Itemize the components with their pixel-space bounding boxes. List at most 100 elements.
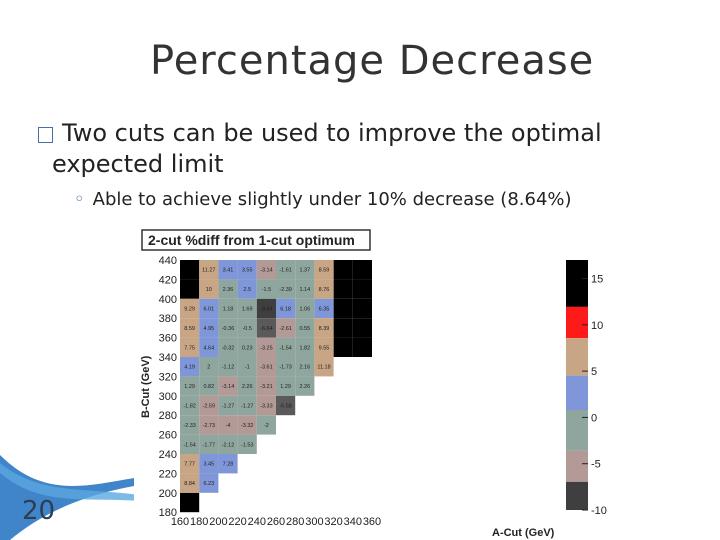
bullet-1-line-1: Two cuts can be used to improve the opti…	[62, 119, 602, 147]
heatmap-cell-label: 1.29	[184, 384, 195, 390]
bullet-1-line-2: expected limit	[52, 150, 224, 178]
y-tick-label: 200	[159, 488, 177, 500]
x-tick-label: 360	[363, 516, 381, 528]
heatmap-cell-label: 3.45	[203, 462, 214, 468]
heatmap-cell	[295, 260, 315, 280]
heatmap-cell	[199, 454, 219, 474]
heatmap-cell-saturated	[333, 298, 353, 319]
heatmap-cell	[256, 415, 276, 435]
heatmap-cell-label: -2	[264, 423, 269, 429]
heatmap-cell-label: -1.61	[279, 268, 292, 274]
heatmap-cell-label: -2.39	[279, 287, 292, 293]
heatmap-cell	[218, 279, 238, 299]
heatmap-cell	[218, 298, 238, 319]
heatmap-cell-label: 0.23	[242, 345, 253, 351]
heatmap-cell	[314, 337, 334, 357]
heatmap-colorbar: 15 10 5 0 -5 -10	[566, 260, 607, 517]
heatmap-cell-label: 1.69	[242, 307, 253, 313]
heatmap-cell-label: -1.54	[279, 345, 292, 351]
heatmap-cell-label: 2.26	[299, 384, 310, 390]
colorbar-band	[566, 375, 588, 410]
slide-number: 20	[22, 496, 56, 526]
heatmap-cell	[180, 454, 200, 474]
x-axis-label: A-Cut (GeV)	[492, 527, 555, 539]
x-tick-label: 200	[209, 516, 227, 528]
heatmap-cell-label: -1.77	[203, 442, 216, 448]
y-tick-label: 180	[159, 507, 177, 519]
heatmap-cell	[237, 376, 257, 396]
colorbar-band	[566, 338, 588, 376]
heatmap-cell	[199, 415, 219, 435]
y-tick-label: 440	[159, 255, 177, 267]
heatmap-cell-label: -3.14	[222, 384, 235, 390]
heatmap-cell-label: 10	[206, 287, 212, 293]
heatmap-cell-label: -8.64	[260, 307, 273, 313]
heatmap-cell	[218, 318, 238, 338]
heatmap-cell	[180, 395, 200, 416]
y-tick-label: 360	[159, 333, 177, 345]
y-axis-label: B-Cut (GeV)	[140, 355, 152, 418]
y-tick-label: 280	[159, 410, 177, 422]
sub-bullet-text: Able to achieve slightly under 10% decre…	[92, 189, 572, 210]
heatmap-cell	[276, 395, 296, 416]
colorbar-band	[566, 260, 588, 307]
heatmap-cell-label: 4.64	[203, 345, 214, 351]
x-tick-label: 240	[248, 516, 266, 528]
heatmap-cell-label: 0.82	[203, 384, 214, 390]
heatmap-cell	[237, 434, 257, 454]
colorbar-tick-label: -10	[591, 505, 607, 517]
heatmap-cell	[276, 298, 296, 319]
heatmap-cell-label: -1.82	[183, 404, 196, 410]
heatmap-cell	[218, 434, 238, 454]
heatmap-cell-saturated	[333, 260, 353, 280]
heatmap-cell	[295, 318, 315, 338]
heatmap-cell	[256, 260, 276, 280]
x-tick-label: 280	[286, 516, 304, 528]
heatmap-cell-label: 6.01	[203, 307, 214, 313]
heatmap-cell-label: -2.73	[203, 423, 216, 429]
heatmap-cell-saturated	[333, 337, 353, 357]
heatmap-cell	[237, 260, 257, 280]
heatmap-cell	[199, 279, 219, 299]
x-tick-label: 320	[324, 516, 342, 528]
heatmap-cell	[314, 318, 334, 338]
heatmap-cell-label: -1	[245, 365, 250, 371]
y-tick-label: 300	[159, 391, 177, 403]
heatmap-cell-label: -3.21	[260, 384, 273, 390]
heatmap-cell-label: -1.53	[241, 442, 254, 448]
square-bullet-icon	[38, 127, 53, 143]
heatmap-cell	[276, 357, 296, 377]
y-tick-label: 260	[159, 430, 177, 442]
heatmap-cell	[180, 415, 200, 435]
heatmap-cell	[218, 357, 238, 377]
x-tick-label: 340	[344, 516, 362, 528]
heatmap-cell-label: 2	[207, 365, 210, 371]
heatmap-cell-label: -1.27	[241, 404, 254, 410]
heatmap-cell-label: -1.5	[262, 287, 271, 293]
heatmap-axes: 1802002202402602803003203403603804004204…	[159, 255, 382, 528]
heatmap-cell	[199, 473, 219, 493]
colorbar-tick-label: -5	[591, 459, 601, 471]
heatmap-cell	[256, 357, 276, 377]
colorbar-band	[566, 450, 588, 482]
heatmap-cell	[295, 357, 315, 377]
heatmap-cell-label: 7.75	[184, 345, 195, 351]
heatmap-cell-label: 3.41	[223, 268, 234, 274]
chart-title-box: 2-cut %diff from 1-cut optimum	[141, 229, 371, 251]
heatmap-cell-label: 2.36	[223, 287, 234, 293]
y-tick-label: 220	[159, 468, 177, 480]
y-tick-label: 400	[159, 294, 177, 306]
heatmap-cell-label: -3.33	[260, 404, 273, 410]
heatmap-cell-label: 6.23	[203, 481, 214, 487]
heatmap-cell-label: 8.76	[319, 287, 330, 293]
heatmap-cell-label: 1.82	[299, 345, 310, 351]
heatmap-cell-label: 1.29	[280, 384, 291, 390]
x-tick-label: 260	[267, 516, 285, 528]
y-tick-label: 240	[159, 449, 177, 461]
heatmap-cell-label: 7.77	[184, 462, 195, 468]
heatmap-cell	[218, 395, 238, 416]
heatmap-cell-saturated	[352, 260, 372, 280]
heatmap-cell	[199, 434, 219, 454]
heatmap-cell	[295, 298, 315, 319]
x-tick-label: 300	[305, 516, 323, 528]
